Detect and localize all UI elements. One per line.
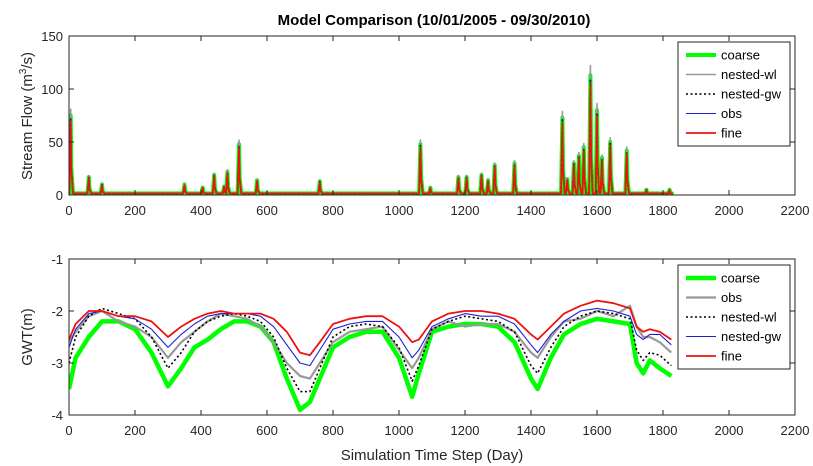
bottom-legend: coarse obs nested-wl nested-gw fine (677, 264, 791, 370)
series-line-fine (69, 299, 672, 357)
series-line-nested-wl (69, 307, 672, 393)
x-tick-label: 2000 (715, 203, 744, 218)
x-tick-label: 200 (124, 203, 146, 218)
legend-label-coarse: coarse (721, 48, 760, 63)
x-tick-label: 2200 (781, 203, 810, 218)
y-tick-label: -4 (51, 408, 63, 423)
legend-label-obs: obs (721, 290, 742, 305)
x-tick-label: 1400 (517, 203, 546, 218)
x-tick-label: 1400 (517, 423, 546, 438)
top-y-axis-label: Stream Flow (m3/s) (18, 52, 36, 180)
legend-label-fine: fine (721, 349, 742, 364)
legend-label-nested-gw: nested-gw (721, 329, 782, 344)
x-tick-label: 1000 (385, 423, 414, 438)
legend-box (677, 264, 791, 370)
x-tick-label: 1000 (385, 203, 414, 218)
y-tick-label: 50 (49, 135, 63, 150)
y-tick-label: 150 (41, 29, 63, 44)
x-tick-label: 800 (322, 423, 344, 438)
y-tick-label: -2 (51, 304, 63, 319)
y-tick-label: -3 (51, 356, 63, 371)
series-line-coarse (69, 316, 673, 413)
top-plot-area: 0 200 400 600 800 1000 1200 1400 1600 1800 2000 220… (41, 29, 809, 218)
bottom-x-axis-label: Simulation Time Step (Day) (341, 447, 524, 464)
chart-title: Model Comparison (10/01/2005 - 09/30/201… (278, 12, 591, 29)
legend-label-nested-gw: nested-gw (721, 87, 782, 102)
y-tick-label: -1 (51, 252, 63, 267)
x-tick-label: 2000 (715, 423, 744, 438)
x-tick-label: 1600 (583, 423, 612, 438)
legend-label-fine: fine (721, 126, 742, 141)
top-legend: coarse nested-wl nested-gw obs fine (677, 41, 791, 147)
x-tick-label: 800 (322, 203, 344, 218)
series-line-nested-gw (69, 307, 672, 367)
y-tick-label: 0 (56, 188, 63, 203)
legend-label-obs: obs (721, 106, 742, 121)
x-tick-label: 1800 (649, 203, 678, 218)
x-tick-label: 0 (65, 423, 72, 438)
x-tick-label: 400 (190, 423, 212, 438)
x-tick-label: 1600 (583, 203, 612, 218)
legend-label-coarse: coarse (721, 271, 760, 286)
x-tick-label: 600 (256, 203, 278, 218)
bottom-y-axis-label: GWT(m) (19, 308, 36, 365)
x-tick-label: 2200 (781, 423, 810, 438)
x-tick-label: 1200 (451, 423, 480, 438)
series-line-fine (69, 82, 673, 195)
legend-label-nested-wl: nested-wl (721, 310, 777, 325)
x-tick-label: 400 (190, 203, 212, 218)
x-tick-label: 200 (124, 423, 146, 438)
bottom-plot-area: 0 200 400 600 800 1000 1200 1400 1600 1800 2000 220… (51, 252, 809, 438)
x-tick-label: 600 (256, 423, 278, 438)
x-tick-label: 0 (65, 203, 72, 218)
legend-label-nested-wl: nested-wl (721, 67, 777, 82)
x-tick-label: 1200 (451, 203, 480, 218)
y-tick-label: 100 (41, 82, 63, 97)
x-tick-label: 1800 (649, 423, 678, 438)
series-line-obs (69, 304, 673, 380)
